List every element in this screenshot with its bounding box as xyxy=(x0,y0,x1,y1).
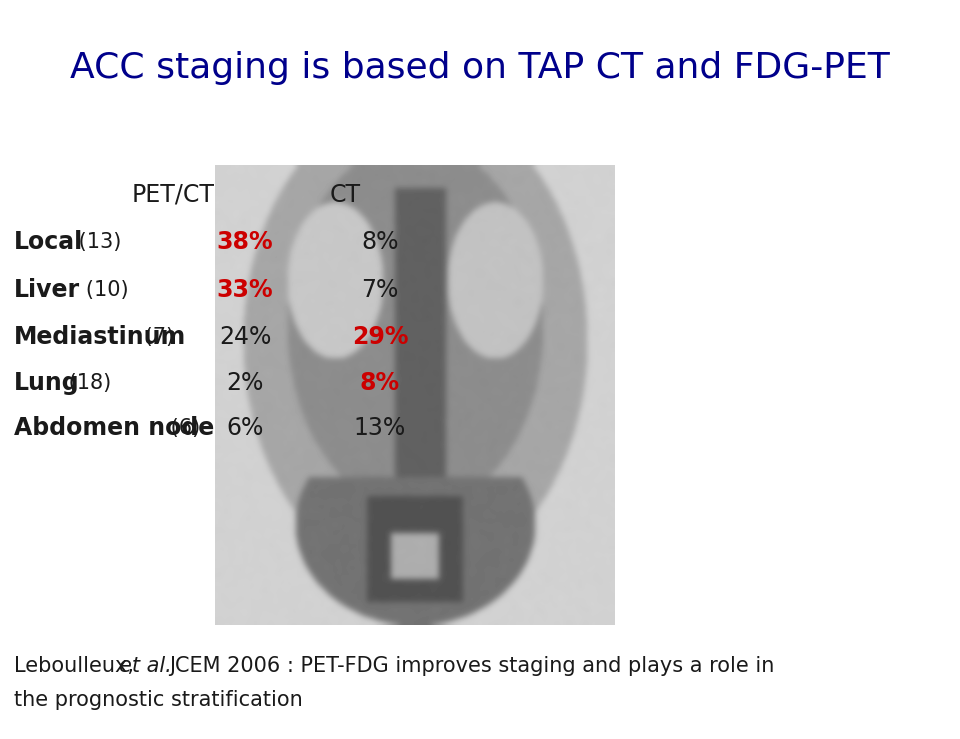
Text: et al.: et al. xyxy=(119,656,172,676)
Text: (18): (18) xyxy=(62,373,111,393)
Text: PET/CT: PET/CT xyxy=(132,183,215,207)
Text: 38%: 38% xyxy=(217,230,274,254)
Text: Mediastinum: Mediastinum xyxy=(14,325,186,349)
Text: 2%: 2% xyxy=(227,371,264,395)
Text: Liver: Liver xyxy=(14,278,80,302)
Text: Leboulleux,: Leboulleux, xyxy=(14,656,140,676)
Text: Lung: Lung xyxy=(14,371,80,395)
Text: 6%: 6% xyxy=(227,416,264,440)
Text: 24%: 24% xyxy=(219,325,271,349)
Text: 29%: 29% xyxy=(351,325,408,349)
Text: CT: CT xyxy=(330,183,361,207)
Text: 33%: 33% xyxy=(217,278,274,302)
Text: 8%: 8% xyxy=(361,230,398,254)
Text: (13): (13) xyxy=(72,232,121,252)
Text: 7%: 7% xyxy=(361,278,398,302)
Text: the prognostic stratification: the prognostic stratification xyxy=(14,690,302,710)
Text: 8%: 8% xyxy=(360,371,400,395)
Text: ACC staging is based on TAP CT and FDG-PET: ACC staging is based on TAP CT and FDG-P… xyxy=(70,51,890,85)
Text: JCEM 2006 : PET-FDG improves staging and plays a role in: JCEM 2006 : PET-FDG improves staging and… xyxy=(169,656,775,676)
Text: Local: Local xyxy=(14,230,84,254)
Text: (7): (7) xyxy=(138,327,174,347)
Text: (10): (10) xyxy=(66,280,129,300)
Text: (6): (6) xyxy=(164,418,201,438)
Text: Abdomen node: Abdomen node xyxy=(14,416,214,440)
Text: 13%: 13% xyxy=(354,416,406,440)
